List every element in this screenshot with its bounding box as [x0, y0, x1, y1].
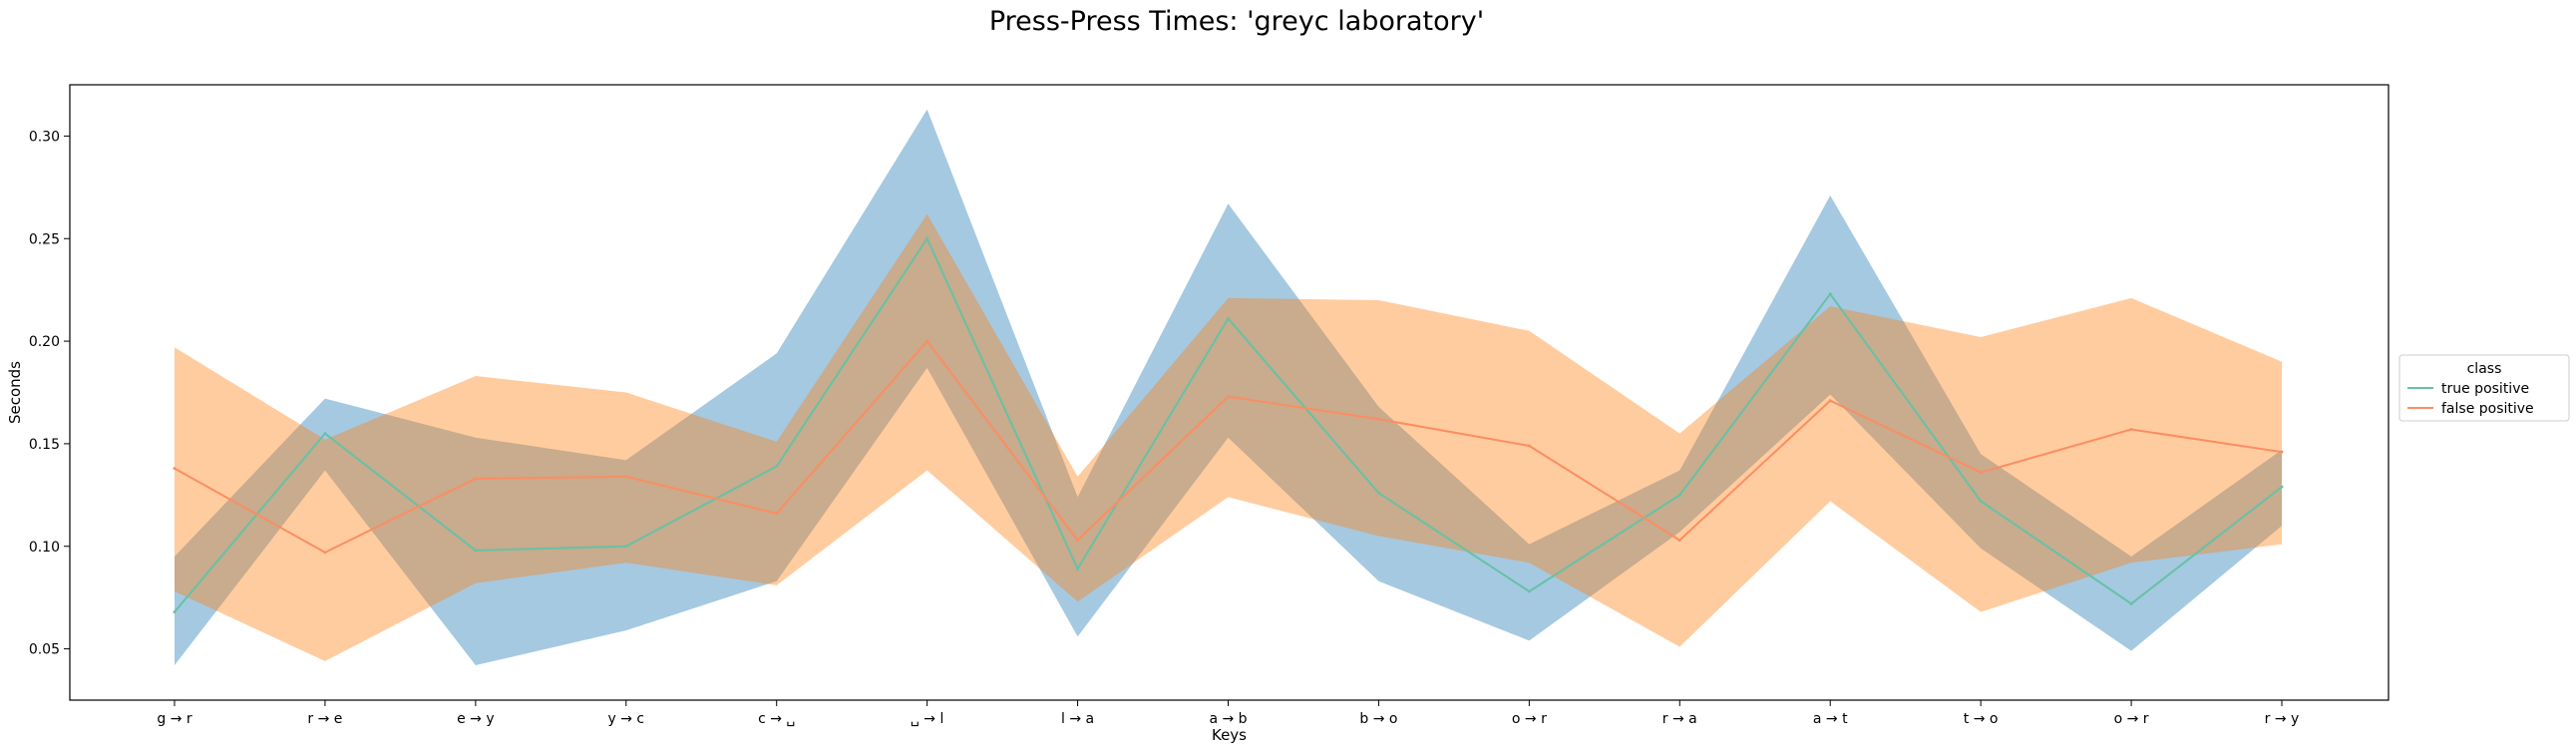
- series-lines: [173, 236, 2284, 614]
- point-series-1-5: [925, 339, 929, 343]
- point-series-1-12: [1979, 471, 1983, 475]
- point-series-0-5: [925, 236, 929, 240]
- x-tick-label: a → t: [1813, 711, 1848, 727]
- point-series-1-0: [173, 467, 177, 471]
- x-tick-label: c → ␣: [758, 711, 795, 727]
- y-tick-label: 0.20: [29, 334, 60, 350]
- band-series-0: [175, 109, 2282, 666]
- band-series-1: [175, 213, 2282, 661]
- point-series-0-6: [1076, 566, 1080, 570]
- legend-entry-1: false positive: [2441, 401, 2534, 417]
- point-series-1-13: [2129, 428, 2133, 432]
- y-tick-label: 0.15: [29, 437, 60, 453]
- x-axis: g → r r → e e → y y → c c → ␣ ␣ → l l → a a → b…: [157, 700, 2299, 727]
- x-tick-label: r → y: [2265, 711, 2300, 727]
- legend: class true positive false positive: [2398, 354, 2570, 422]
- legend-entry-0: true positive: [2441, 381, 2529, 397]
- point-series-1-3: [624, 475, 628, 479]
- y-tick-label: 0.05: [29, 642, 60, 658]
- point-series-1-11: [1828, 399, 1832, 403]
- x-tick-label: e → y: [457, 711, 495, 727]
- x-tick-label: r → e: [307, 711, 342, 727]
- x-tick-label: o → r: [2114, 711, 2149, 727]
- x-tick-label: b → o: [1359, 711, 1397, 727]
- point-series-1-10: [1677, 539, 1681, 543]
- point-series-1-14: [2280, 450, 2284, 454]
- point-series-1-9: [1527, 444, 1531, 448]
- x-axis-label: Keys: [1212, 726, 1247, 744]
- point-series-0-13: [2129, 601, 2133, 605]
- y-axis: 0.05 0.10 0.15 0.20 0.25 0.30: [29, 129, 70, 658]
- x-tick-label: t → o: [1964, 711, 1999, 727]
- point-series-0-1: [323, 432, 327, 436]
- point-series-0-14: [2280, 485, 2284, 489]
- legend-box: [2398, 354, 2570, 422]
- point-series-0-8: [1376, 491, 1380, 495]
- x-tick-label: r → a: [1662, 711, 1697, 727]
- x-tick-label: y → c: [607, 711, 644, 727]
- point-series-1-4: [775, 512, 779, 516]
- point-series-0-2: [474, 549, 478, 553]
- point-series-0-9: [1527, 589, 1531, 593]
- chart-title: Press-Press Times: 'greyc laboratory': [989, 6, 1484, 37]
- point-series-1-2: [474, 477, 478, 481]
- legend-title: class: [2467, 361, 2502, 377]
- x-tick-label: ␣ → l: [911, 711, 943, 727]
- point-series-0-4: [775, 465, 779, 469]
- point-series-0-7: [1227, 316, 1230, 320]
- point-series-1-1: [323, 551, 327, 555]
- confidence-bands: [175, 109, 2282, 666]
- x-tick-label: o → r: [1512, 711, 1547, 727]
- point-series-1-8: [1376, 417, 1380, 421]
- point-series-0-12: [1979, 500, 1983, 504]
- y-tick-label: 0.10: [29, 540, 60, 556]
- point-series-0-10: [1677, 493, 1681, 497]
- x-tick-label: l → a: [1061, 711, 1094, 727]
- point-series-0-11: [1828, 292, 1832, 296]
- point-series-1-7: [1227, 395, 1230, 399]
- y-tick-label: 0.25: [29, 231, 60, 247]
- point-series-0-3: [624, 545, 628, 549]
- point-series-1-6: [1076, 539, 1080, 543]
- point-series-0-0: [173, 610, 177, 614]
- x-tick-label: g → r: [157, 711, 192, 727]
- y-tick-label: 0.30: [29, 129, 60, 145]
- plot-area-frame: [69, 84, 2390, 701]
- x-tick-label: a → b: [1209, 711, 1247, 727]
- y-axis-label: Seconds: [6, 361, 24, 424]
